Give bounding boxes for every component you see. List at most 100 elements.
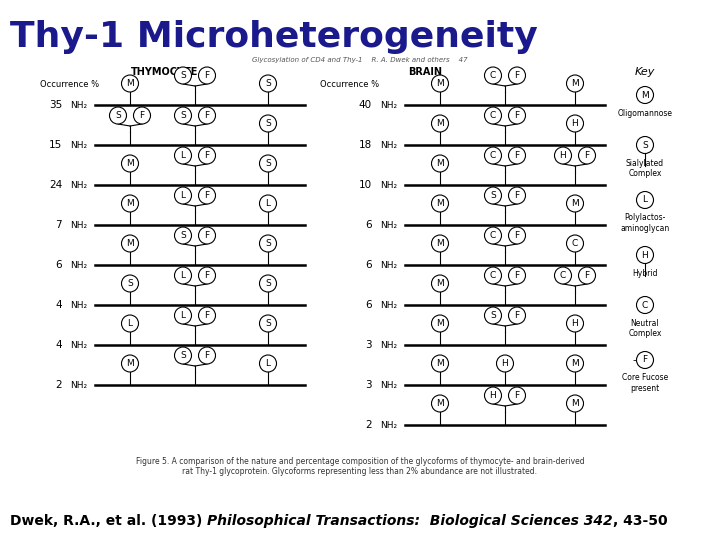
Text: NH₂: NH₂ (70, 300, 87, 309)
Circle shape (259, 75, 276, 92)
Circle shape (174, 227, 192, 244)
Text: F: F (204, 191, 210, 200)
Text: Core Fucose
present: Core Fucose present (622, 374, 668, 393)
Text: L: L (266, 359, 271, 368)
Circle shape (508, 227, 526, 244)
Text: 18: 18 (359, 140, 372, 150)
Circle shape (122, 195, 138, 212)
Text: L: L (181, 151, 186, 160)
Circle shape (122, 315, 138, 332)
Text: 4: 4 (55, 340, 62, 350)
Text: F: F (204, 351, 210, 360)
Circle shape (259, 235, 276, 252)
Circle shape (431, 195, 449, 212)
Text: NH₂: NH₂ (380, 341, 397, 349)
Text: M: M (126, 159, 134, 168)
Circle shape (133, 107, 150, 124)
Circle shape (567, 395, 583, 412)
Text: S: S (180, 111, 186, 120)
Text: THYMOCYTE: THYMOCYTE (131, 67, 199, 77)
Circle shape (508, 147, 526, 164)
Text: NH₂: NH₂ (70, 180, 87, 190)
Text: S: S (265, 319, 271, 328)
Text: M: M (436, 79, 444, 88)
Text: H: H (572, 119, 578, 128)
Text: H: H (490, 391, 496, 400)
Circle shape (508, 107, 526, 124)
Text: Neutral
Complex: Neutral Complex (629, 319, 662, 338)
Circle shape (485, 387, 502, 404)
Circle shape (636, 86, 654, 104)
Text: F: F (204, 151, 210, 160)
Circle shape (431, 275, 449, 292)
Circle shape (199, 227, 215, 244)
Text: F: F (514, 231, 520, 240)
Text: F: F (514, 391, 520, 400)
Text: S: S (490, 191, 496, 200)
Circle shape (259, 315, 276, 332)
Text: 2: 2 (365, 420, 372, 430)
Circle shape (485, 227, 502, 244)
Text: 6: 6 (365, 260, 372, 270)
Text: S: S (265, 279, 271, 288)
Text: F: F (514, 191, 520, 200)
Circle shape (174, 307, 192, 324)
Text: Occurrence %: Occurrence % (40, 80, 99, 89)
Circle shape (485, 307, 502, 324)
Text: M: M (571, 199, 579, 208)
Text: C: C (490, 71, 496, 80)
Circle shape (199, 67, 215, 84)
Text: 3: 3 (365, 380, 372, 390)
Circle shape (508, 387, 526, 404)
Circle shape (174, 67, 192, 84)
Text: -: - (632, 355, 636, 365)
Text: NH₂: NH₂ (380, 421, 397, 429)
Text: M: M (126, 199, 134, 208)
Text: S: S (180, 351, 186, 360)
Text: F: F (204, 111, 210, 120)
Text: S: S (265, 119, 271, 128)
Circle shape (122, 235, 138, 252)
Text: S: S (265, 239, 271, 248)
Circle shape (174, 267, 192, 284)
Text: S: S (180, 231, 186, 240)
Text: NH₂: NH₂ (380, 140, 397, 150)
Text: S: S (180, 71, 186, 80)
Text: NH₂: NH₂ (380, 100, 397, 110)
Circle shape (508, 307, 526, 324)
Text: M: M (126, 79, 134, 88)
Text: NH₂: NH₂ (380, 381, 397, 389)
Circle shape (485, 147, 502, 164)
Circle shape (431, 75, 449, 92)
Circle shape (636, 352, 654, 368)
Text: Oligomannose: Oligomannose (618, 109, 672, 118)
Text: F: F (514, 111, 520, 120)
Text: 10: 10 (359, 180, 372, 190)
Circle shape (567, 235, 583, 252)
Text: Glycosylation of CD4 and Thy-1    R. A. Dwek and others    47: Glycosylation of CD4 and Thy-1 R. A. Dwe… (252, 57, 468, 63)
Text: 7: 7 (55, 220, 62, 230)
Circle shape (578, 147, 595, 164)
Circle shape (554, 147, 572, 164)
Text: C: C (560, 271, 566, 280)
Text: H: H (502, 359, 508, 368)
Circle shape (508, 67, 526, 84)
Text: C: C (642, 300, 648, 309)
Circle shape (174, 187, 192, 204)
Text: L: L (127, 319, 132, 328)
Circle shape (199, 147, 215, 164)
Circle shape (431, 115, 449, 132)
Text: NH₂: NH₂ (70, 381, 87, 389)
Circle shape (636, 296, 654, 314)
Circle shape (122, 355, 138, 372)
Circle shape (199, 347, 215, 364)
Circle shape (199, 307, 215, 324)
Text: C: C (490, 231, 496, 240)
Circle shape (259, 155, 276, 172)
Text: 6: 6 (365, 300, 372, 310)
Text: L: L (181, 311, 186, 320)
Text: Occurrence %: Occurrence % (320, 80, 379, 89)
Text: M: M (126, 359, 134, 368)
Circle shape (508, 187, 526, 204)
Text: M: M (436, 239, 444, 248)
